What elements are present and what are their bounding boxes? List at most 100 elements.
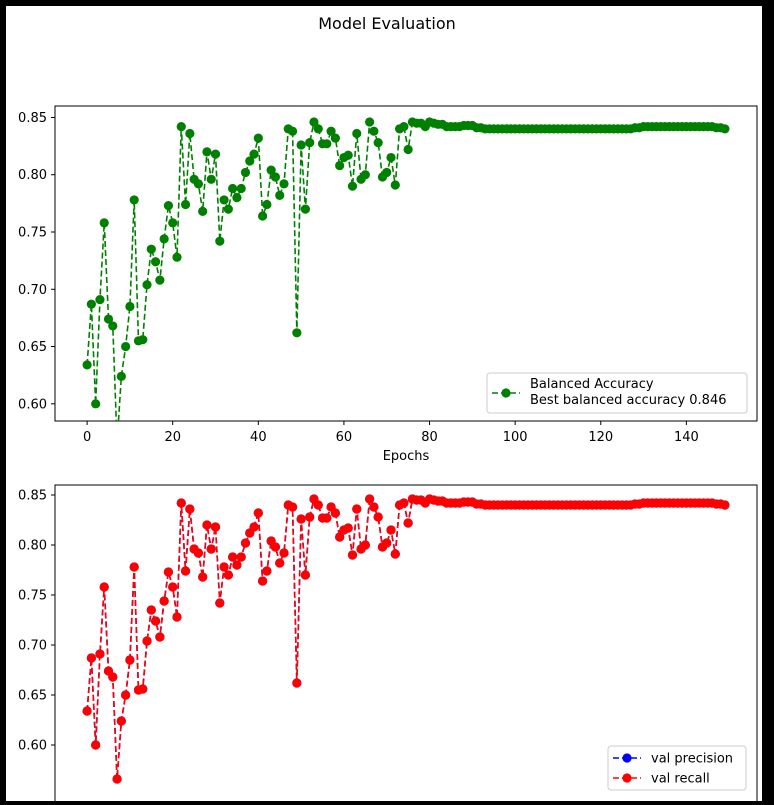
data-point-balanced-accuracy [168, 218, 178, 228]
data-point-balanced-accuracy [86, 299, 96, 309]
data-point-balanced-accuracy [202, 147, 212, 157]
data-point-val-recall [390, 549, 400, 559]
data-point-val-recall [236, 552, 246, 562]
data-point-val-recall [232, 560, 242, 570]
data-point-balanced-accuracy [163, 201, 174, 211]
data-point-balanced-accuracy [172, 252, 182, 262]
data-point-balanced-accuracy [262, 199, 272, 210]
data-point-balanced-accuracy [125, 301, 135, 312]
data-point-val-recall [335, 532, 345, 542]
y-tick-label: 0.60 [18, 397, 47, 412]
data-point-balanced-accuracy [223, 204, 233, 214]
x-tick-label: 0 [83, 430, 91, 445]
data-point-balanced-accuracy [245, 156, 255, 166]
data-point-balanced-accuracy [373, 138, 383, 148]
data-point-balanced-accuracy [121, 341, 131, 352]
data-point-val-recall [382, 538, 392, 548]
data-point-val-recall [112, 774, 122, 784]
data-point-val-recall [240, 538, 251, 548]
x-tick-label: 120 [588, 430, 613, 445]
data-point-balanced-accuracy [365, 117, 375, 127]
data-point-balanced-accuracy [112, 438, 121, 447]
data-point-balanced-accuracy [399, 122, 409, 132]
data-point-balanced-accuracy [99, 218, 109, 228]
data-point-balanced-accuracy [347, 181, 358, 191]
y-tick-label: 0.85 [18, 489, 47, 504]
data-point-val-recall [176, 498, 186, 508]
data-point-val-recall [198, 572, 208, 582]
data-point-val-recall [202, 520, 212, 530]
data-point-balanced-accuracy [232, 193, 242, 203]
data-point-val-recall [86, 653, 96, 663]
data-point-balanced-accuracy [249, 149, 259, 159]
data-point-balanced-accuracy [309, 117, 319, 127]
data-point-balanced-accuracy [210, 149, 221, 159]
data-point-val-recall [313, 500, 323, 510]
data-point-val-recall [373, 512, 383, 522]
data-point-balanced-accuracy [95, 294, 105, 305]
data-point-val-recall [129, 562, 139, 572]
data-point-val-recall [270, 542, 281, 552]
data-point-balanced-accuracy [270, 172, 281, 182]
data-point-val-recall [206, 544, 216, 554]
data-point-balanced-accuracy [330, 133, 340, 143]
figure: Model Evaluation 0.60 0.65 0.70 0.75 0.80 0.8… [6, 6, 762, 805]
data-point-val-recall [138, 684, 148, 694]
data-point-balanced-accuracy [236, 183, 246, 194]
data-point-val-recall [296, 514, 306, 524]
data-point-balanced-accuracy [382, 167, 392, 178]
y-tick-label: 0.70 [18, 639, 47, 654]
data-point-balanced-accuracy [82, 360, 92, 370]
data-point-balanced-accuracy [403, 144, 413, 155]
data-point-val-recall [365, 494, 375, 504]
data-point-val-recall [121, 690, 131, 700]
data-point-balanced-accuracy [258, 211, 268, 221]
data-point-val-recall [108, 672, 118, 682]
data-point-balanced-accuracy [296, 140, 306, 150]
data-point-balanced-accuracy [386, 152, 396, 163]
data-point-val-recall [322, 513, 332, 523]
data-point-val-recall [279, 548, 289, 558]
data-point-val-recall [99, 582, 109, 592]
data-point-val-recall [180, 566, 191, 576]
series-line-val-precision [86, 496, 726, 780]
data-point-val-recall [228, 552, 238, 562]
legend-marker-val-recall [622, 773, 632, 783]
data-point-val-recall [343, 523, 353, 533]
data-point-balanced-accuracy [253, 133, 263, 143]
data-point-balanced-accuracy [279, 179, 289, 189]
data-point-balanced-accuracy [240, 167, 251, 178]
data-layer [82, 494, 730, 784]
x-tick-label: 80 [421, 430, 438, 445]
data-point-val-recall [142, 636, 152, 646]
data-point-val-recall [91, 740, 101, 750]
data-point-val-recall [399, 498, 409, 508]
data-point-val-recall [116, 716, 126, 726]
data-point-balanced-accuracy [326, 126, 336, 136]
data-point-val-recall [219, 562, 229, 572]
x-tick-label: 140 [674, 430, 699, 445]
data-point-balanced-accuracy [720, 124, 730, 134]
data-point-val-recall [215, 598, 225, 608]
y-tick-label: 0.80 [18, 539, 47, 554]
data-point-balanced-accuracy [313, 124, 323, 134]
precision-recall-plot: 0.60 0.65 0.70 0.75 0.80 0.85 val precision val… [18, 484, 758, 805]
data-point-val-recall [292, 678, 302, 688]
data-point-val-recall [305, 512, 315, 522]
data-point-balanced-accuracy [287, 126, 298, 136]
data-point-balanced-accuracy [360, 170, 370, 180]
y-tick-label: 0.85 [18, 111, 47, 126]
data-point-val-recall [146, 605, 156, 615]
data-point-balanced-accuracy [91, 399, 101, 409]
balanced-accuracy-plot: 0.60 0.65 0.70 0.75 0.80 0.85 0 20 40 60 80 100 120 1… [18, 105, 758, 464]
data-point-balanced-accuracy [305, 138, 315, 148]
legend-label-best-balanced-accuracy: Best balanced accuracy 0.846 [530, 393, 727, 408]
data-point-val-recall [262, 566, 272, 576]
legend-marker-val-precision [622, 753, 632, 763]
legend-label-balanced-accuracy: Balanced Accuracy [530, 377, 654, 392]
data-point-balanced-accuracy [275, 190, 285, 200]
data-point-balanced-accuracy [228, 183, 238, 194]
data-point-balanced-accuracy [343, 150, 353, 160]
data-point-val-recall [155, 632, 165, 642]
data-layer [82, 117, 730, 447]
